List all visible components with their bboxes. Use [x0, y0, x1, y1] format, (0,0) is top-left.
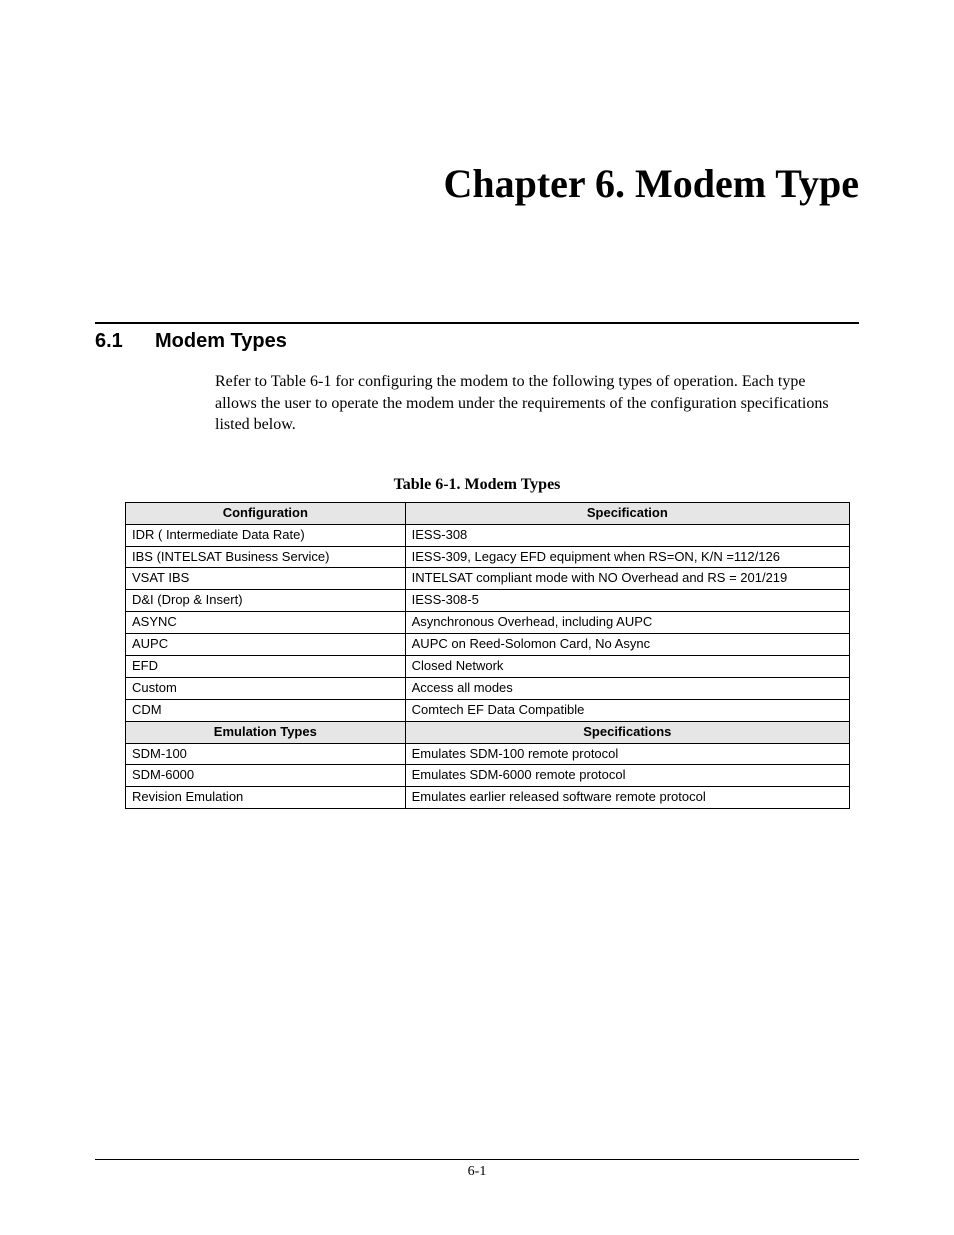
section-heading: 6.1Modem Types — [95, 330, 859, 353]
table-cell-spec: Emulates earlier released software remot… — [405, 787, 849, 809]
section-paragraph: Refer to Table 6-1 for configuring the m… — [215, 371, 849, 436]
table-cell-spec: IESS-308 — [405, 524, 849, 546]
page-footer: 6-1 — [95, 1159, 859, 1180]
table-cell-spec: Emulates SDM-6000 remote protocol — [405, 765, 849, 787]
document-page: Chapter 6. Modem Type 6.1Modem Types Ref… — [0, 0, 954, 1235]
table-row: Custom Access all modes — [126, 677, 850, 699]
table-header-row: Configuration Specification — [126, 502, 850, 524]
table-cell-config: IBS (INTELSAT Business Service) — [126, 546, 406, 568]
table-cell-config: D&I (Drop & Insert) — [126, 590, 406, 612]
table-row: AUPC AUPC on Reed-Solomon Card, No Async — [126, 634, 850, 656]
table-header-emulation-types: Emulation Types — [126, 721, 406, 743]
table-cell-config: CDM — [126, 699, 406, 721]
table-header-specification: Specification — [405, 502, 849, 524]
page-number: 6-1 — [95, 1164, 859, 1180]
table-header-row: Emulation Types Specifications — [126, 721, 850, 743]
table-row: Revision Emulation Emulates earlier rele… — [126, 787, 850, 809]
table-cell-spec: AUPC on Reed-Solomon Card, No Async — [405, 634, 849, 656]
table-cell-config: SDM-6000 — [126, 765, 406, 787]
table-cell-spec: Emulates SDM-100 remote protocol — [405, 743, 849, 765]
section-rule — [95, 322, 859, 324]
table-row: SDM-6000 Emulates SDM-6000 remote protoc… — [126, 765, 850, 787]
table-caption: Table 6-1. Modem Types — [95, 476, 859, 494]
table-cell-config: SDM-100 — [126, 743, 406, 765]
section-number: 6.1 — [95, 330, 155, 353]
table-cell-spec: Closed Network — [405, 656, 849, 678]
table-cell-spec: Asynchronous Overhead, including AUPC — [405, 612, 849, 634]
table-cell-spec: IESS-309, Legacy EFD equipment when RS=O… — [405, 546, 849, 568]
table-row: CDM Comtech EF Data Compatible — [126, 699, 850, 721]
table-cell-spec: Comtech EF Data Compatible — [405, 699, 849, 721]
section-title: Modem Types — [155, 330, 287, 352]
table-cell-config: EFD — [126, 656, 406, 678]
table-row: EFD Closed Network — [126, 656, 850, 678]
table-row: IDR ( Intermediate Data Rate) IESS-308 — [126, 524, 850, 546]
table-row: IBS (INTELSAT Business Service) IESS-309… — [126, 546, 850, 568]
table-cell-spec: INTELSAT compliant mode with NO Overhead… — [405, 568, 849, 590]
table-cell-config: Custom — [126, 677, 406, 699]
chapter-title: Chapter 6. Modem Type — [95, 160, 859, 207]
table-cell-config: AUPC — [126, 634, 406, 656]
table-cell-config: ASYNC — [126, 612, 406, 634]
table-header-specifications: Specifications — [405, 721, 849, 743]
table-row: ASYNC Asynchronous Overhead, including A… — [126, 612, 850, 634]
table-row: SDM-100 Emulates SDM-100 remote protocol — [126, 743, 850, 765]
table-cell-spec: IESS-308-5 — [405, 590, 849, 612]
table-cell-config: IDR ( Intermediate Data Rate) — [126, 524, 406, 546]
footer-rule — [95, 1159, 859, 1160]
table-cell-config: VSAT IBS — [126, 568, 406, 590]
table-header-configuration: Configuration — [126, 502, 406, 524]
table-cell-spec: Access all modes — [405, 677, 849, 699]
table-row: D&I (Drop & Insert) IESS-308-5 — [126, 590, 850, 612]
table-row: VSAT IBS INTELSAT compliant mode with NO… — [126, 568, 850, 590]
table-cell-config: Revision Emulation — [126, 787, 406, 809]
modem-types-table: Configuration Specification IDR ( Interm… — [125, 502, 850, 809]
